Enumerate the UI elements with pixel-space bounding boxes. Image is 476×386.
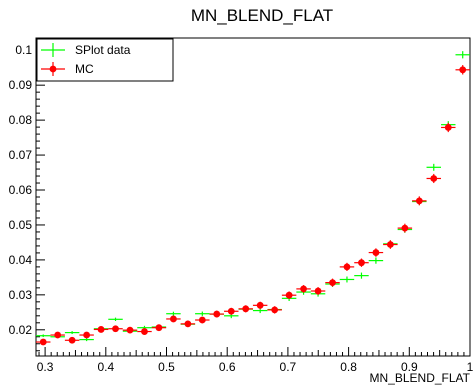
data-point bbox=[401, 224, 409, 232]
data-point bbox=[343, 263, 351, 271]
data-point bbox=[126, 326, 134, 334]
data-point bbox=[358, 259, 365, 267]
data-point bbox=[83, 331, 91, 339]
legend: SPlot data MC bbox=[36, 38, 174, 82]
data-point bbox=[386, 241, 394, 248]
data-point bbox=[372, 249, 380, 256]
y-tick-label: 0.02 bbox=[9, 323, 33, 337]
y-tick-label: 0.03 bbox=[9, 288, 33, 302]
y-tick-label: 0.04 bbox=[9, 253, 33, 267]
x-tick-label: 0.4 bbox=[97, 360, 114, 374]
x-tick-label: 0.9 bbox=[401, 360, 418, 374]
data-point bbox=[141, 328, 148, 335]
data-point bbox=[415, 197, 423, 205]
data-point bbox=[314, 287, 322, 295]
y-tick-label: 0.08 bbox=[9, 113, 33, 127]
data-point bbox=[242, 305, 250, 313]
x-tick-label: 0.8 bbox=[340, 360, 357, 374]
x-tick-label: 0.6 bbox=[219, 360, 236, 374]
series-layer bbox=[35, 51, 470, 346]
data-point bbox=[285, 291, 293, 299]
data-point bbox=[112, 325, 119, 333]
y-tick-label: 0.09 bbox=[9, 78, 33, 92]
x-tick-label: 0.5 bbox=[158, 360, 175, 374]
data-point bbox=[430, 175, 438, 182]
data-point bbox=[271, 306, 279, 314]
plot-frame bbox=[35, 37, 471, 357]
chart-title: MN_BLEND_FLAT bbox=[191, 6, 333, 25]
data-point bbox=[155, 324, 163, 332]
y-tick-label: 0.05 bbox=[9, 218, 33, 232]
series-splot-data bbox=[35, 51, 470, 342]
legend-marker-dot bbox=[49, 65, 57, 73]
data-point bbox=[329, 279, 336, 287]
legend-label: SPlot data bbox=[75, 43, 131, 57]
x-tick-label: 1 bbox=[467, 360, 474, 374]
data-point bbox=[198, 316, 206, 324]
data-point bbox=[39, 338, 47, 346]
data-point bbox=[256, 301, 264, 309]
data-point bbox=[227, 307, 235, 315]
data-point bbox=[213, 310, 221, 318]
plot-border bbox=[35, 37, 471, 357]
data-point bbox=[54, 331, 62, 339]
x-tick-label: 0.3 bbox=[37, 360, 54, 374]
legend-label: MC bbox=[75, 62, 94, 76]
x-axis-title: MN_BLEND_FLAT bbox=[370, 371, 471, 385]
data-point bbox=[459, 66, 467, 74]
data-point bbox=[184, 320, 192, 328]
x-tick-label: 0.7 bbox=[280, 360, 297, 374]
legend-box bbox=[36, 38, 174, 82]
series-mc bbox=[35, 65, 470, 346]
x-axis: 0.3 0.4 0.5 0.6 0.7 0.8 0.9 1 bbox=[37, 347, 474, 374]
y-tick-label: 0.06 bbox=[9, 183, 33, 197]
y-tick-label: 0.07 bbox=[9, 148, 33, 162]
data-point bbox=[444, 124, 452, 131]
y-axis: 0.02 0.03 0.04 0.05 0.06 0.07 0.08 0.09 0.1 bbox=[9, 42, 45, 352]
y-tick-label: 0.1 bbox=[15, 43, 32, 57]
data-point bbox=[68, 336, 76, 344]
data-point bbox=[170, 315, 177, 323]
data-point bbox=[300, 285, 307, 293]
data-point bbox=[97, 326, 105, 333]
